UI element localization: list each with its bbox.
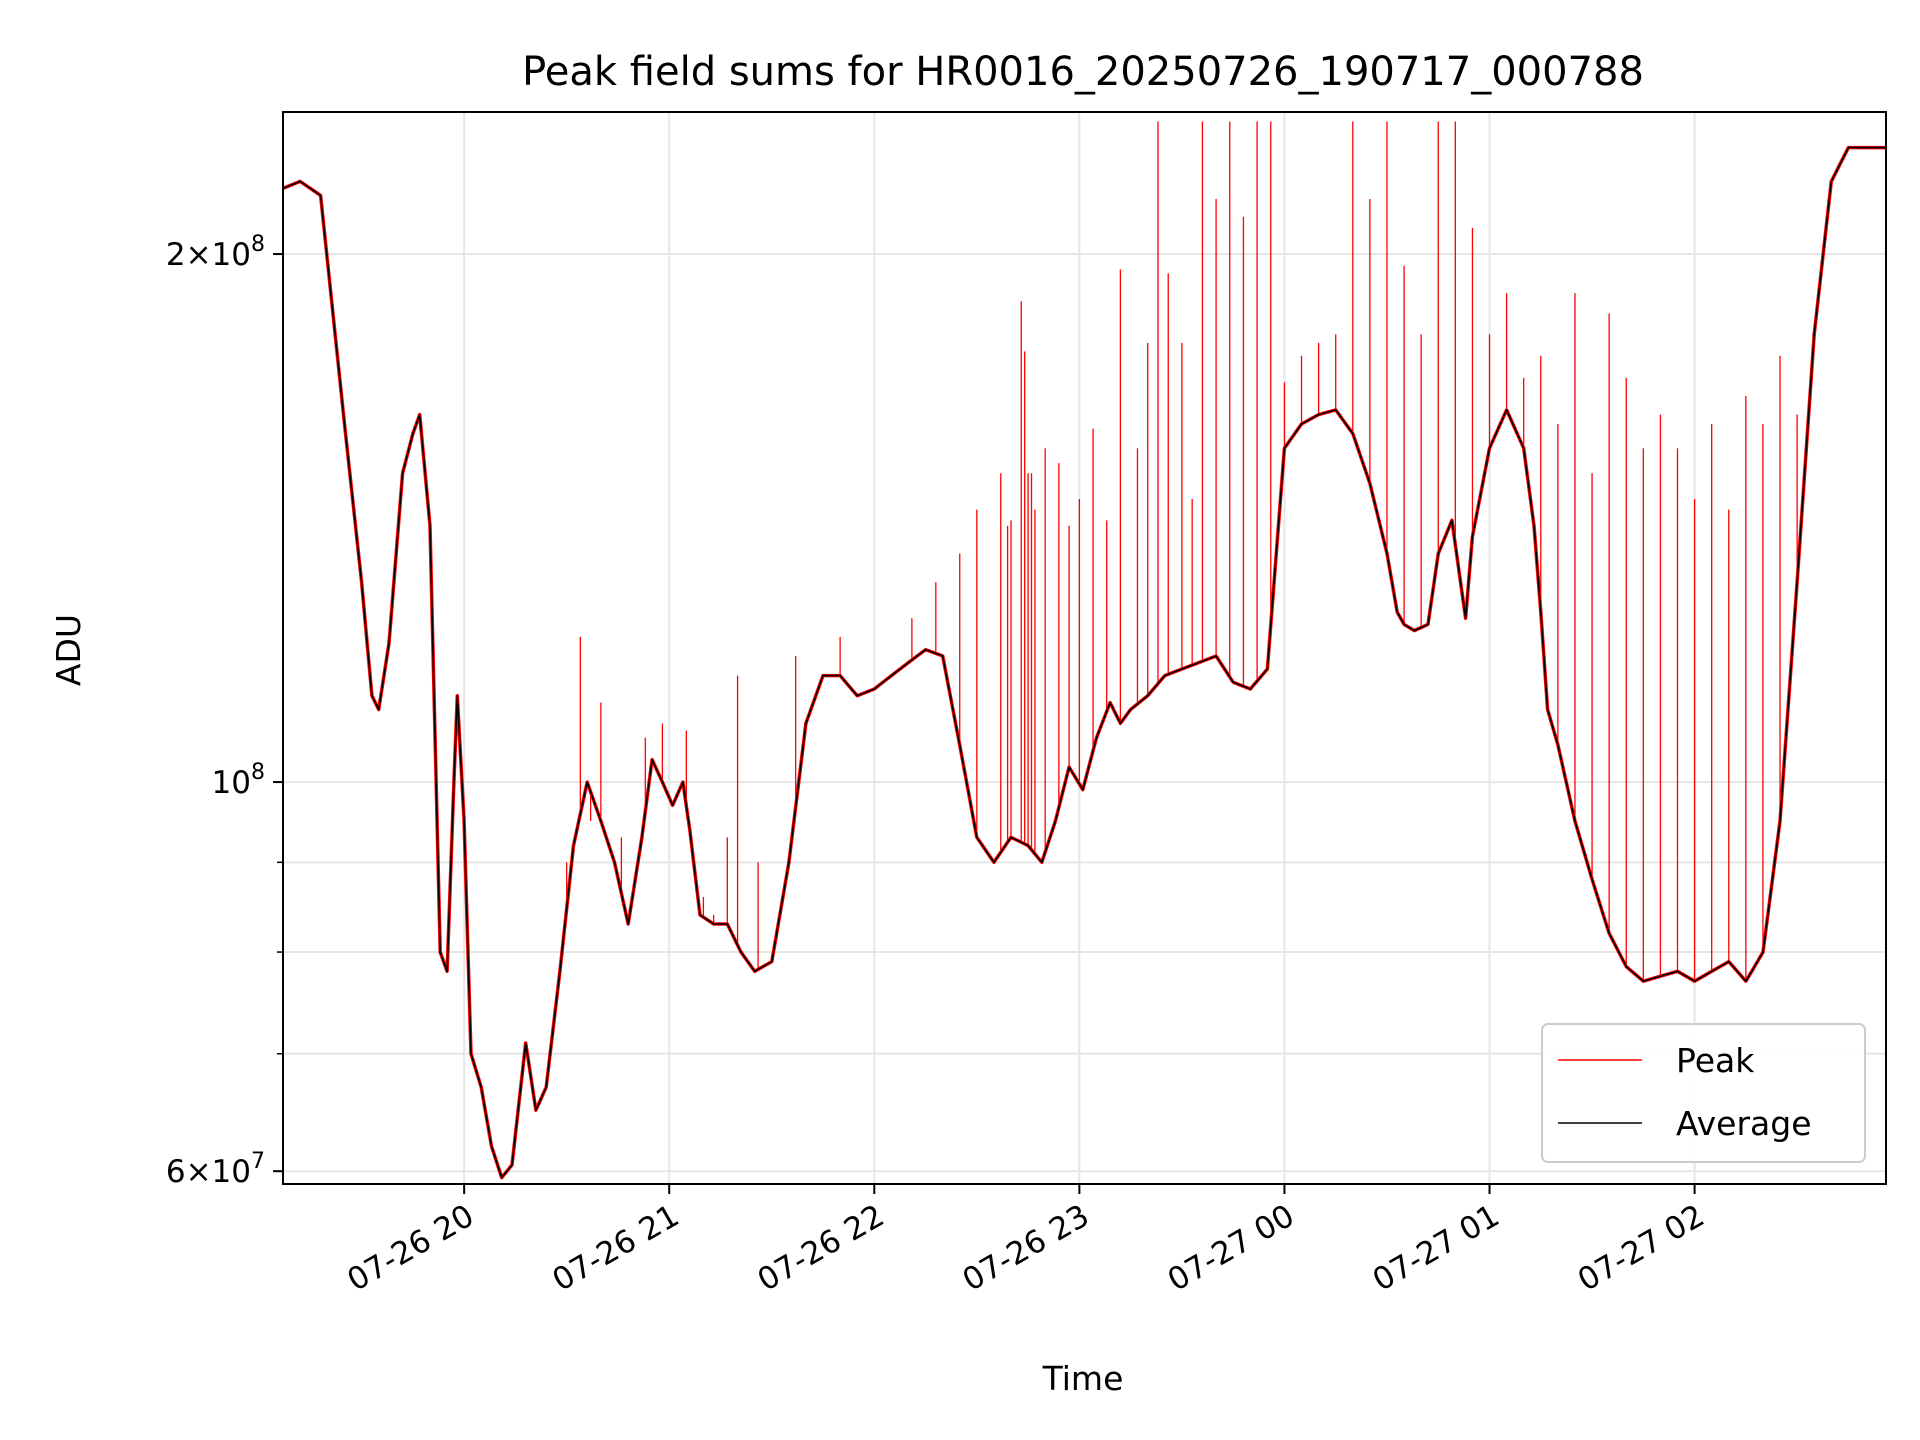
x-tick-label: 07-27 02 <box>1572 1198 1711 1299</box>
x-axis-label: Time <box>1042 1359 1124 1398</box>
y-tick-label: 6×107 <box>166 1149 265 1190</box>
y-tick-label: 108 <box>212 760 265 801</box>
legend-label: Average <box>1676 1104 1812 1143</box>
x-tick-label: 07-27 00 <box>1162 1198 1301 1299</box>
x-tick-label: 07-26 20 <box>341 1198 480 1299</box>
legend: Peak Average <box>1541 1023 1866 1163</box>
average-series-line <box>283 146 1886 1179</box>
x-tick-label: 07-27 01 <box>1367 1198 1506 1299</box>
x-tick-label: 07-26 22 <box>752 1198 891 1299</box>
plot-series <box>283 121 1886 1180</box>
y-axis-ticks: 6×107 108 2×108 <box>166 232 283 1190</box>
x-axis-ticks: 07-26 20 07-26 21 07-26 22 07-26 23 07-27 00… <box>341 1184 1711 1299</box>
chart-title: Peak field sums for HR0016_20250726_1907… <box>522 49 1644 95</box>
series-group <box>283 121 1886 1180</box>
y-axis-label: ADU <box>49 614 88 686</box>
plot-frame <box>282 111 1887 1185</box>
legend-box <box>1541 1023 1866 1163</box>
y-tick-label: 2×108 <box>166 232 265 273</box>
x-tick-label: 07-26 21 <box>547 1198 686 1299</box>
x-tick-label: 07-26 23 <box>957 1198 1096 1299</box>
legend-label: Peak <box>1676 1041 1755 1080</box>
